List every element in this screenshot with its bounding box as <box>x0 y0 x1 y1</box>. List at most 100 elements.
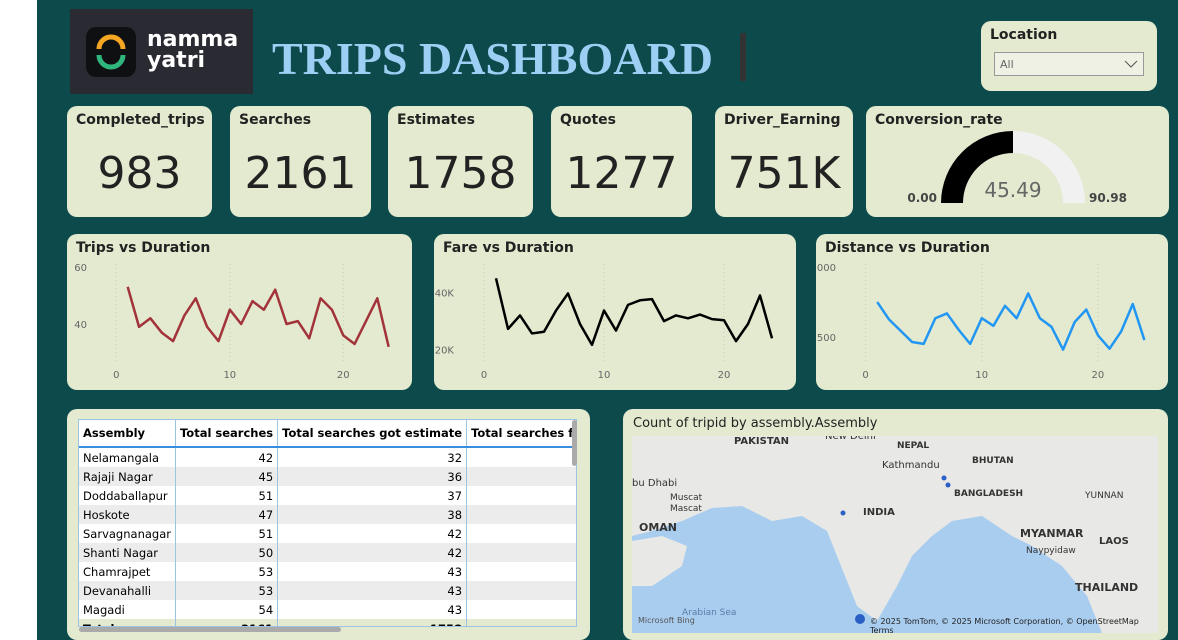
dashboard-title: TRIPS DASHBOARD <box>272 33 713 84</box>
table-cell: 53 <box>175 581 279 600</box>
x-tick-label: 0 <box>481 370 487 381</box>
kpi-value: 1277 <box>565 148 678 199</box>
table-row: Devanahalli 53 43 <box>79 581 576 600</box>
table-cell: 53 <box>175 562 279 581</box>
map-label: Arabian Sea <box>682 608 737 618</box>
table-cell: 1758 <box>277 619 468 626</box>
table-cell: 42 <box>277 524 468 543</box>
table-cell <box>466 619 576 626</box>
data-line <box>126 286 390 348</box>
map-provider: Microsoft Bing <box>638 616 695 625</box>
table-cell: 37 <box>277 486 468 505</box>
cursor <box>740 33 746 81</box>
chevron <box>1124 60 1138 68</box>
data-line <box>494 277 774 347</box>
map-title: Count of tripid by assembly.Assembly <box>633 416 878 431</box>
map-label: Mascat <box>670 504 702 514</box>
table-cell: 47 <box>175 505 279 524</box>
table-row: Shanti Nagar 50 42 <box>79 543 576 562</box>
table-cell: Sarvagnanagar <box>79 524 176 543</box>
table-cell <box>466 562 576 581</box>
x-tick-label: 0 <box>113 370 119 381</box>
y-tick-label: 40K <box>435 289 455 300</box>
map-attribution: © 2025 TomTom, © 2025 Microsoft Corporat… <box>870 617 1139 633</box>
line-chart: Trips vs Duration 40 60 0 10 20 <box>74 240 390 381</box>
total-row: Total21611758 <box>79 619 576 626</box>
map-label: BANGLADESH <box>954 489 1024 499</box>
slicer-dropdown[interactable]: All <box>994 52 1144 76</box>
table-cell <box>466 486 576 505</box>
column-header: Total searches got estimate <box>277 420 468 448</box>
data-line <box>876 292 1146 351</box>
kpi-card: Quotes 1277 <box>551 106 692 217</box>
table-cell: Devanahalli <box>79 581 176 600</box>
table-cell: 43 <box>277 562 468 581</box>
map-label: Kathmandu <box>882 460 940 471</box>
x-tick-label: 20 <box>718 370 731 381</box>
table-cell: Magadi <box>79 600 176 619</box>
map-label: MYANMAR <box>1020 527 1084 540</box>
gauge-title: Conversion_rate <box>875 112 1003 128</box>
map-label: Muscat <box>670 493 703 503</box>
chart-card: Fare vs Duration 20K 40K 0 10 20 <box>434 234 796 390</box>
table-row: Sarvagnanagar 51 42 <box>79 524 576 543</box>
map-label: OMAN <box>639 521 678 534</box>
table-row: Magadi 54 43 <box>79 600 576 619</box>
map-label: NEPAL <box>897 441 930 451</box>
line-chart: Distance vs Duration 500 1000 0 10 20 <box>811 240 1146 381</box>
table-cell: Hoskote <box>79 505 176 524</box>
gauge-min: 0.00 <box>907 191 937 205</box>
kpi-title: Estimates <box>397 112 475 128</box>
table-cell <box>466 467 576 486</box>
table-cell <box>466 447 576 467</box>
table-cell: 50 <box>175 543 279 562</box>
table-cell: 51 <box>175 524 279 543</box>
kpi-title: Searches <box>239 112 312 128</box>
chart-card: Distance vs Duration 500 1000 0 10 20 <box>811 234 1168 390</box>
table-header: Assembly Total searches Total searches got… <box>79 420 576 448</box>
table-cell: 43 <box>277 600 468 619</box>
chart-title: Fare vs Duration <box>443 240 574 256</box>
map-label: New Delhi <box>825 436 876 442</box>
table: Assembly Total searches Total searches got… <box>79 420 576 626</box>
kpi-value: 983 <box>97 148 182 199</box>
chart-card: Trips vs Duration 40 60 0 10 20 <box>67 234 412 390</box>
y-tick-label: 20K <box>435 346 455 357</box>
table-cell: Total <box>79 619 176 626</box>
gauge-fill <box>941 131 1013 203</box>
kpi-card: Searches 2161 <box>230 106 371 217</box>
table-cell <box>466 524 576 543</box>
map-card: Count of tripid by assembly.Assembly PAK… <box>623 409 1168 640</box>
table-row: Chamrajpet 53 43 <box>79 562 576 581</box>
map-label: BHUTAN <box>972 456 1014 466</box>
x-tick-label: 10 <box>223 370 236 381</box>
map: PAKISTAN New Delhi NEPAL Kathmandu BHUTA… <box>632 436 1158 633</box>
table-card: Assembly Total searches Total searches got… <box>67 409 590 640</box>
table-row: Hoskote 47 38 <box>79 505 576 524</box>
table-cell: Doddaballapur <box>79 486 176 505</box>
gauge: 45.49 0.00 90.98 <box>907 131 1127 205</box>
table-cell: 54 <box>175 600 279 619</box>
x-tick-label: 20 <box>337 370 350 381</box>
map-label: LAOS <box>1099 536 1129 547</box>
x-tick-label: 20 <box>1092 370 1105 381</box>
table-cell <box>466 600 576 619</box>
line-chart: Fare vs Duration 20K 40K 0 10 20 <box>435 240 774 381</box>
table-row: Rajaji Nagar 45 36 <box>79 467 576 486</box>
kpi-card: Completed_trips 983 <box>67 106 212 217</box>
map-label: YUNNAN <box>1085 491 1124 501</box>
x-tick-label: 0 <box>862 370 868 381</box>
y-tick-label: 60 <box>74 263 87 274</box>
x-tick-label: 10 <box>598 370 611 381</box>
map-land <box>632 436 1158 633</box>
kpi-title: Quotes <box>560 112 617 128</box>
table-cell: 38 <box>277 505 468 524</box>
table-cell <box>466 505 576 524</box>
kpi-card: Estimates 1758 <box>388 106 533 217</box>
table-cell: 45 <box>175 467 279 486</box>
kpi-card: Driver_Earning 751K <box>715 106 853 217</box>
map-label: INDIA <box>863 507 895 518</box>
map-label: Naypyidaw <box>1026 546 1076 556</box>
slicer-label: Location <box>990 27 1058 43</box>
slicer: Location All <box>981 21 1157 91</box>
